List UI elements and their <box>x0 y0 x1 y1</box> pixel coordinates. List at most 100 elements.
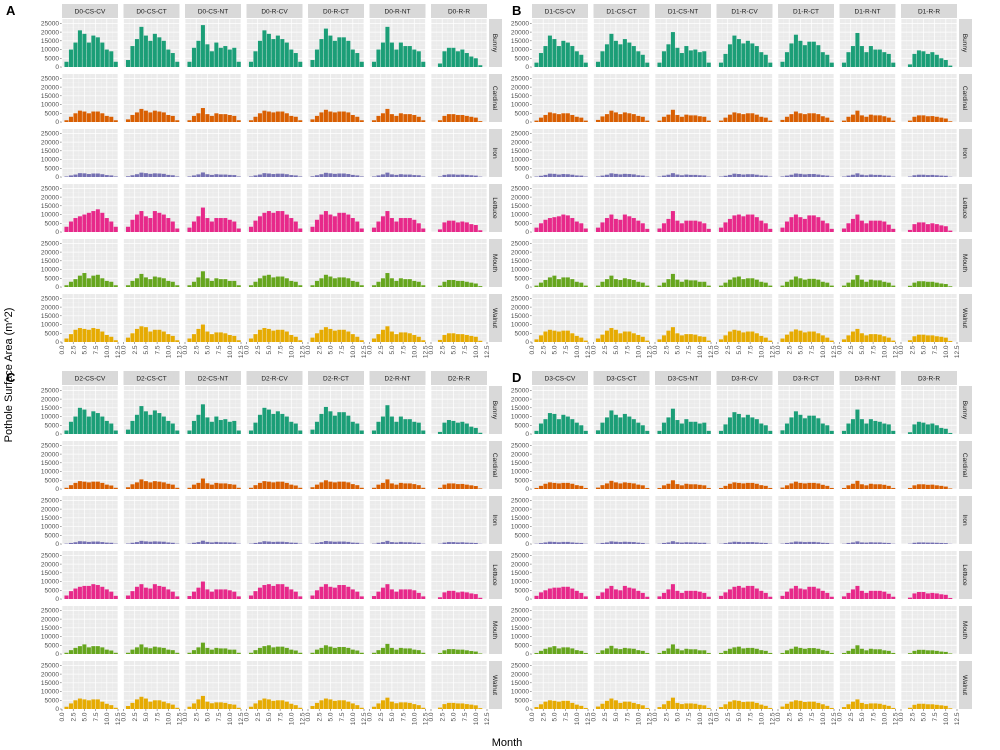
bar <box>741 279 746 287</box>
row-strip-label: Cardinal <box>491 453 498 478</box>
bar <box>91 328 96 342</box>
bar <box>152 700 157 709</box>
bar <box>166 218 171 232</box>
facet-d1-cs-cv-mouth <box>531 239 589 288</box>
bar <box>359 120 364 122</box>
facet-d1-r-r-cardinal <box>900 74 958 123</box>
bar <box>314 115 319 122</box>
facet-d1-r-cv-walnut <box>716 294 773 343</box>
bar <box>157 329 162 342</box>
bar <box>727 218 732 232</box>
bar <box>403 46 408 67</box>
bar <box>859 220 864 232</box>
bar <box>104 420 109 434</box>
bar <box>552 39 557 67</box>
bar <box>275 211 280 232</box>
bar <box>139 26 144 67</box>
bar <box>257 482 262 489</box>
bar <box>907 64 912 67</box>
bar <box>841 120 846 122</box>
bar <box>125 337 130 342</box>
facet-d1-r-nt-cardinal <box>839 74 896 123</box>
column-strip-label: D0-R-CT <box>323 8 349 15</box>
bar <box>855 275 860 287</box>
bar <box>100 174 105 177</box>
bar <box>191 47 196 67</box>
bar <box>350 589 355 599</box>
bar <box>412 280 417 287</box>
bar <box>455 649 460 654</box>
row-strip-label: Iron <box>491 514 498 526</box>
column-strip-label: D2-R-NT <box>385 375 411 382</box>
y-tick-label: 20000 <box>511 84 529 91</box>
y-tick-label: 25000 <box>41 443 59 450</box>
bar <box>91 275 96 287</box>
bar <box>741 114 746 122</box>
panel-letter: C <box>6 370 16 385</box>
y-tick-label: 20000 <box>41 616 59 623</box>
bar <box>104 649 109 654</box>
bar <box>143 541 148 544</box>
x-tick-label: 12.5 <box>238 345 245 358</box>
bar <box>152 584 157 599</box>
bar <box>543 115 548 122</box>
column-strip <box>62 371 118 385</box>
row-strip-label: Lettuce <box>961 197 968 219</box>
facet-d1-r-ct-walnut <box>777 294 835 343</box>
bar <box>473 486 478 489</box>
bar <box>579 117 584 122</box>
bar <box>346 112 351 122</box>
bar <box>416 51 421 67</box>
bar <box>376 421 381 434</box>
bar <box>921 222 926 232</box>
bar <box>337 173 342 177</box>
bar <box>289 589 294 599</box>
bar <box>130 115 135 122</box>
bar <box>882 52 887 67</box>
bar <box>109 281 114 287</box>
x-tick-label: 5.0 <box>798 345 805 354</box>
bar <box>341 111 346 122</box>
bar <box>314 649 319 654</box>
bar <box>175 61 180 67</box>
bar <box>284 113 289 122</box>
bar <box>227 542 232 544</box>
x-tick-label: 5.0 <box>552 345 559 354</box>
facet-d2-cs-nt-bunny <box>184 386 242 435</box>
bar <box>478 340 483 342</box>
bar <box>807 215 812 232</box>
bar <box>68 49 73 67</box>
bar <box>451 420 456 434</box>
bar <box>187 120 192 122</box>
bar <box>191 281 196 287</box>
bar <box>745 331 750 342</box>
x-tick-label: 5.0 <box>675 345 682 354</box>
bar <box>631 174 636 177</box>
x-tick-label: 10.0 <box>473 345 480 358</box>
facet-d1-r-cv-iron <box>716 129 773 178</box>
bar <box>109 591 114 599</box>
x-tick-label: 12.5 <box>893 345 900 358</box>
column-strip-label: D0-CS-CV <box>75 8 106 15</box>
bar <box>943 118 948 122</box>
bar <box>873 280 878 287</box>
bar <box>143 35 148 67</box>
bar <box>157 413 162 434</box>
bar <box>95 413 100 434</box>
bar <box>460 115 465 122</box>
bar <box>645 228 650 232</box>
bar <box>293 650 298 654</box>
bar <box>877 49 882 67</box>
facet-d0-cs-cv-cardinal <box>61 74 119 123</box>
bar <box>816 114 821 122</box>
bar <box>323 211 328 232</box>
bar <box>200 324 205 342</box>
bar <box>421 430 426 434</box>
y-tick-label: 15000 <box>41 93 59 100</box>
bar <box>451 590 456 599</box>
bar <box>376 175 381 177</box>
x-tick-label: 0.0 <box>305 712 312 721</box>
bar <box>310 429 315 434</box>
x-tick-label: 10.0 <box>820 345 827 358</box>
bar <box>574 221 579 232</box>
